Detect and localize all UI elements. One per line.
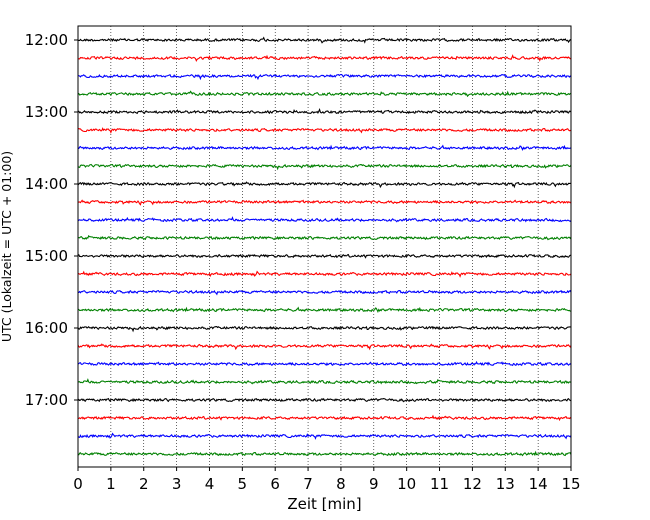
x-tick-label: 13 [496,475,515,493]
trace-1615 [77,343,572,351]
trace-1645 [77,378,572,385]
trace-1600 [77,325,572,333]
trace-1315 [77,127,572,134]
plot-background [78,26,571,467]
trace-1430 [77,216,572,223]
x-tick-label: 8 [336,475,346,493]
x-tick-label: 11 [430,475,449,493]
trace-1730 [77,432,572,440]
trace-1400 [77,181,572,189]
x-tick-label: 3 [172,475,182,493]
trace-1345 [77,163,572,171]
y-tick-label: 12:00 [25,31,68,49]
trace-1530 [77,289,572,296]
trace-1230 [77,73,572,81]
trace-1330 [77,144,572,152]
x-axis-ticks: 0 1 2 3 4 5 6 7 8 9 10 11 12 13 14 15 [73,467,581,493]
trace-1415 [77,199,572,206]
y-tick-label: 13:00 [25,103,68,121]
y-tick-label: 17:00 [25,391,68,409]
x-axis-label: Zeit [min] [287,495,361,513]
trace-1745 [77,450,572,457]
trace-1300 [77,108,572,115]
x-tick-label: 14 [529,475,548,493]
trace-1500 [77,253,572,259]
y-axis-label: UTC (Lokalzeit = UTC + 01:00) [0,151,14,342]
trace-1215 [77,54,572,63]
x-tick-label: 9 [369,475,379,493]
trace-1545 [77,306,572,314]
x-tick-label: 7 [303,475,313,493]
x-tick-label: 4 [205,475,215,493]
x-tick-label: 2 [139,475,149,493]
y-tick-label: 14:00 [25,175,68,193]
trace-1700 [77,397,572,403]
x-tick-label: 1 [106,475,116,493]
trace-1715 [77,414,572,422]
x-tick-label: 5 [238,475,248,493]
trace-1630 [77,360,572,367]
y-axis-ticks: 12:00 13:00 14:00 15:00 16:00 17:00 [25,31,78,409]
x-tick-label: 12 [463,475,482,493]
traces [77,36,572,457]
x-tick-label: 6 [270,475,280,493]
trace-1445 [77,234,572,241]
trace-1515 [77,270,572,278]
x-tick-label: 15 [561,475,580,493]
trace-1245 [77,90,572,98]
plot-frame [77,25,572,468]
trace-1200 [77,36,572,44]
y-tick-label: 15:00 [25,247,68,265]
y-tick-label: 16:00 [25,319,68,337]
x-tick-label: 10 [397,475,416,493]
x-tick-label: 0 [73,475,83,493]
